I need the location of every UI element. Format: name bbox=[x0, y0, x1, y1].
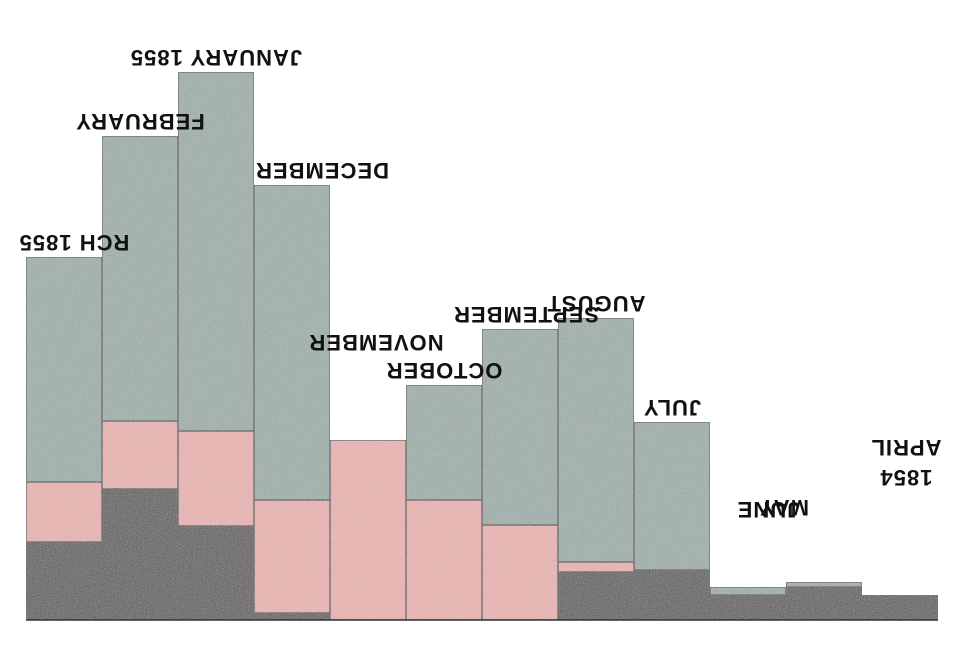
bar-segment bbox=[329, 439, 407, 621]
category-label: RCH 1855 bbox=[19, 230, 130, 255]
bar-segment bbox=[709, 594, 787, 621]
bar-segment bbox=[633, 569, 711, 621]
category-label: OCTOBER bbox=[386, 358, 503, 383]
bar-segment bbox=[177, 525, 255, 621]
bar-segment bbox=[101, 488, 179, 621]
bar-segment bbox=[557, 317, 635, 563]
bar-segment bbox=[633, 421, 711, 571]
bar-segment bbox=[861, 594, 939, 621]
bar-segment bbox=[253, 184, 331, 501]
bar-segment bbox=[405, 499, 483, 621]
bar-segment bbox=[101, 135, 179, 422]
category-label: MAY bbox=[759, 495, 809, 520]
category-label: JUNE bbox=[737, 497, 800, 522]
category-label: AUGUST bbox=[547, 291, 646, 316]
bar-segment bbox=[253, 612, 331, 621]
bar-segment bbox=[25, 541, 103, 621]
category-label: JULY bbox=[643, 395, 701, 420]
bar-segment bbox=[253, 499, 331, 614]
category-label: APRIL bbox=[871, 435, 942, 460]
category-label: SEPTEMBER bbox=[453, 302, 599, 327]
bar-segment bbox=[785, 586, 863, 621]
bar-segment bbox=[481, 328, 559, 526]
category-label: NOVEMBER bbox=[308, 330, 443, 355]
bar-segment bbox=[25, 256, 103, 483]
bar-segment bbox=[101, 420, 179, 490]
category-label: FEBRUARY bbox=[75, 109, 204, 134]
bar-segment bbox=[25, 481, 103, 543]
category-label: JANUARY 1855 bbox=[130, 45, 302, 70]
bar-segment bbox=[557, 571, 635, 621]
bar-segment bbox=[177, 430, 255, 527]
bar-segment bbox=[481, 524, 559, 621]
bar-segment bbox=[405, 384, 483, 501]
bar-segment bbox=[785, 581, 863, 588]
bar-segment bbox=[709, 586, 787, 596]
category-label: 1854 bbox=[880, 465, 933, 490]
bar-segment bbox=[557, 561, 635, 573]
bar-segment bbox=[177, 71, 255, 432]
category-label: DECEMBER bbox=[255, 158, 389, 183]
